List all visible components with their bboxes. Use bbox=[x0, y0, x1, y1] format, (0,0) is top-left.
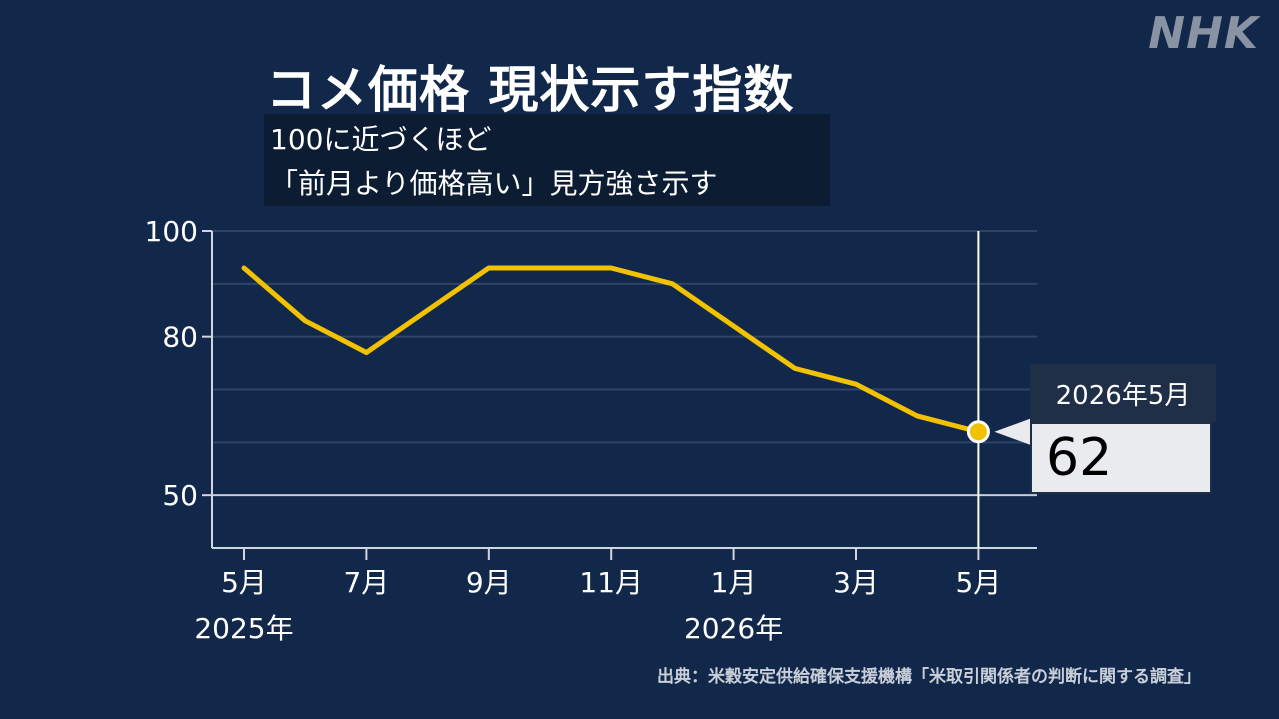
x-tick-label: 3月 bbox=[833, 566, 879, 599]
y-tick-label: 80 bbox=[162, 321, 198, 354]
highlight-point bbox=[966, 420, 990, 444]
x-tick-label: 11月 bbox=[579, 566, 643, 599]
nhk-logo: NHK bbox=[1148, 8, 1259, 59]
subtitle-line-2: 「前月より価格高い」見方強さ示す bbox=[270, 167, 718, 200]
x-tick-label: 5月 bbox=[221, 566, 267, 599]
callout-pointer bbox=[994, 418, 1030, 445]
y-tick-label: 100 bbox=[145, 215, 198, 248]
x-tick-label: 1月 bbox=[711, 566, 757, 599]
subtitle-box bbox=[264, 114, 830, 206]
chart-title: コメ価格 現状示す指数 bbox=[266, 61, 795, 119]
callout-value: 62 bbox=[1030, 422, 1212, 494]
x-tick-label: 9月 bbox=[466, 566, 512, 599]
subtitle-line-1: 100に近づくほど bbox=[270, 123, 492, 156]
series-line bbox=[241, 265, 981, 435]
year-label: 2026年 bbox=[684, 612, 783, 645]
x-tick-label: 7月 bbox=[343, 566, 389, 599]
source-note: 出典：米穀安定供給確保支援機構「米取引関係者の判断に関する調査」 bbox=[657, 667, 1201, 687]
year-label: 2025年 bbox=[194, 612, 293, 645]
callout-date-label: 2026年5月 bbox=[1030, 364, 1216, 422]
x-tick-label: 5月 bbox=[955, 566, 1001, 599]
y-tick-label: 50 bbox=[162, 479, 198, 512]
